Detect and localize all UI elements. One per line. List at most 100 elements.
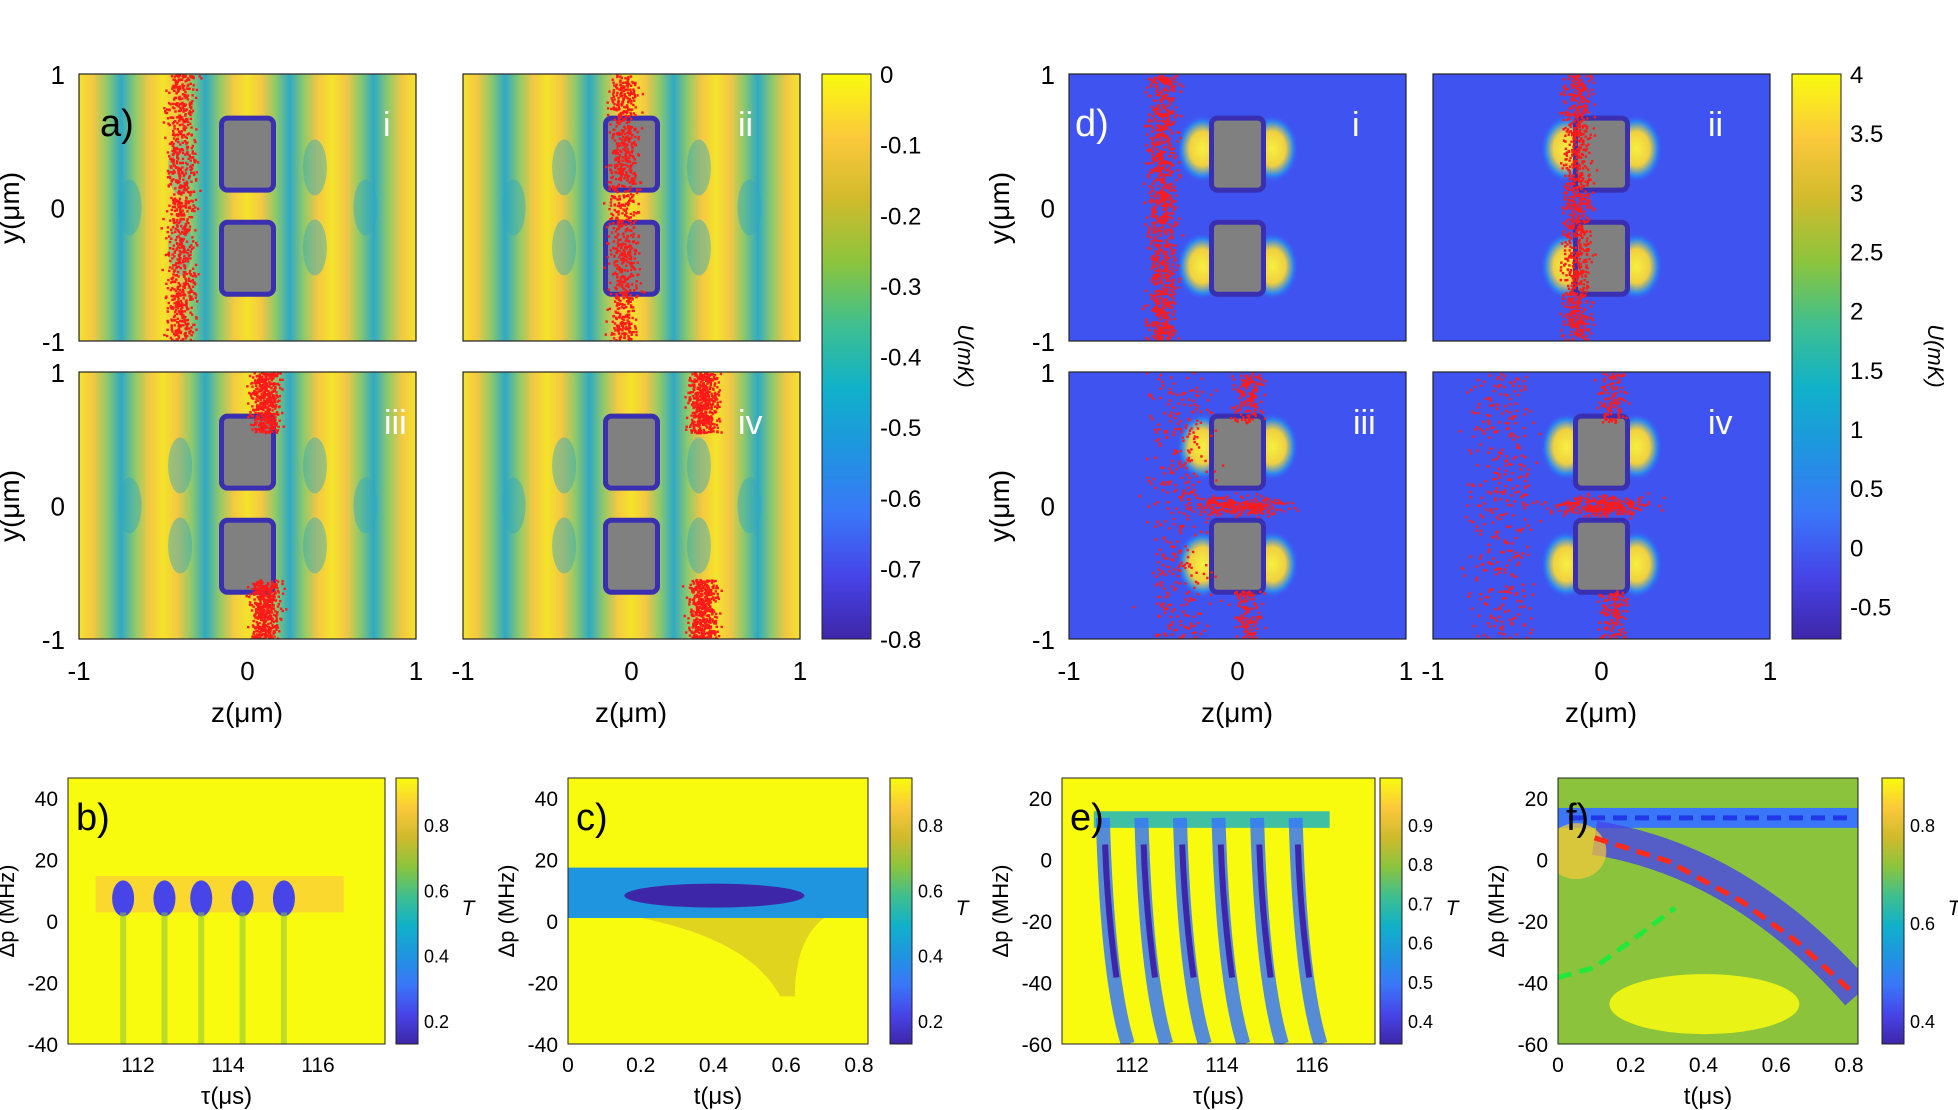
atom (704, 373, 707, 376)
atom (702, 637, 706, 639)
atom (187, 254, 191, 257)
atom (1164, 284, 1167, 287)
atom (183, 128, 186, 131)
atom (626, 179, 629, 182)
atom (174, 139, 178, 142)
atom (189, 122, 192, 125)
atom (256, 583, 259, 587)
atom (188, 228, 191, 232)
atom (1168, 198, 1171, 201)
atom (183, 267, 187, 270)
atom (620, 285, 623, 288)
atom (187, 201, 191, 204)
atom (1147, 176, 1150, 179)
atom (260, 584, 263, 587)
atom (714, 579, 717, 583)
atom (708, 374, 711, 377)
atom (616, 228, 619, 231)
atom (628, 219, 631, 223)
atom (262, 621, 266, 625)
atom (176, 156, 179, 160)
atom (1145, 216, 1149, 219)
atom (612, 222, 615, 225)
atom (1152, 108, 1155, 111)
atom (175, 301, 178, 304)
atom (184, 331, 187, 335)
atom (707, 416, 710, 420)
atom (175, 179, 178, 182)
atom (1159, 198, 1162, 201)
atom (1580, 143, 1583, 147)
atom (176, 225, 179, 228)
atom (696, 392, 699, 396)
atom (1164, 80, 1167, 83)
atom (1157, 252, 1161, 255)
atom (1153, 76, 1157, 80)
atom (195, 88, 199, 92)
atom (628, 297, 631, 300)
atom (700, 627, 704, 631)
atom (1568, 74, 1571, 78)
atom (611, 320, 614, 323)
atom (1171, 334, 1174, 337)
atom (272, 377, 275, 380)
atom (1163, 106, 1167, 109)
atom (189, 257, 192, 260)
atom (173, 98, 176, 101)
atom (1576, 189, 1579, 193)
atom (1582, 143, 1585, 146)
atom (637, 138, 640, 141)
atom (621, 324, 625, 327)
atom (1580, 174, 1583, 177)
atom (625, 325, 628, 329)
atom (696, 618, 699, 621)
atom (191, 99, 194, 103)
atom (1145, 321, 1149, 324)
atom (611, 214, 615, 217)
atom (1152, 228, 1156, 231)
atom (696, 580, 699, 583)
atom (624, 159, 627, 162)
atom (1149, 171, 1152, 174)
atom (254, 626, 258, 630)
atom (617, 183, 621, 186)
atom (713, 395, 716, 398)
atom (1579, 206, 1582, 209)
atom (623, 254, 627, 258)
atom (179, 267, 182, 270)
atom (1572, 187, 1575, 190)
atom (1164, 169, 1168, 172)
atom (698, 626, 701, 629)
atom (707, 630, 711, 634)
atom (702, 635, 706, 638)
atom (692, 600, 696, 603)
atom (181, 123, 184, 126)
atom (619, 177, 622, 181)
potential-well (737, 179, 762, 236)
atom (1155, 159, 1159, 162)
atom (194, 152, 197, 155)
atom (700, 580, 703, 583)
atom (194, 241, 198, 245)
atom (628, 115, 631, 118)
atom (272, 613, 276, 617)
atom (710, 373, 713, 376)
atom (698, 603, 701, 606)
atom (1581, 84, 1584, 88)
atom (274, 412, 277, 416)
potential-well (737, 477, 762, 534)
atom (1162, 88, 1166, 91)
atom (182, 232, 186, 235)
atom (1153, 258, 1156, 261)
atom (188, 294, 191, 297)
atom (709, 598, 712, 601)
atom (702, 396, 705, 399)
atom (185, 200, 188, 203)
atom (613, 189, 616, 192)
atom (1143, 124, 1147, 128)
atom (620, 111, 623, 115)
atom (711, 396, 714, 399)
atom (615, 216, 618, 220)
atom (624, 314, 627, 317)
atom (691, 391, 694, 394)
